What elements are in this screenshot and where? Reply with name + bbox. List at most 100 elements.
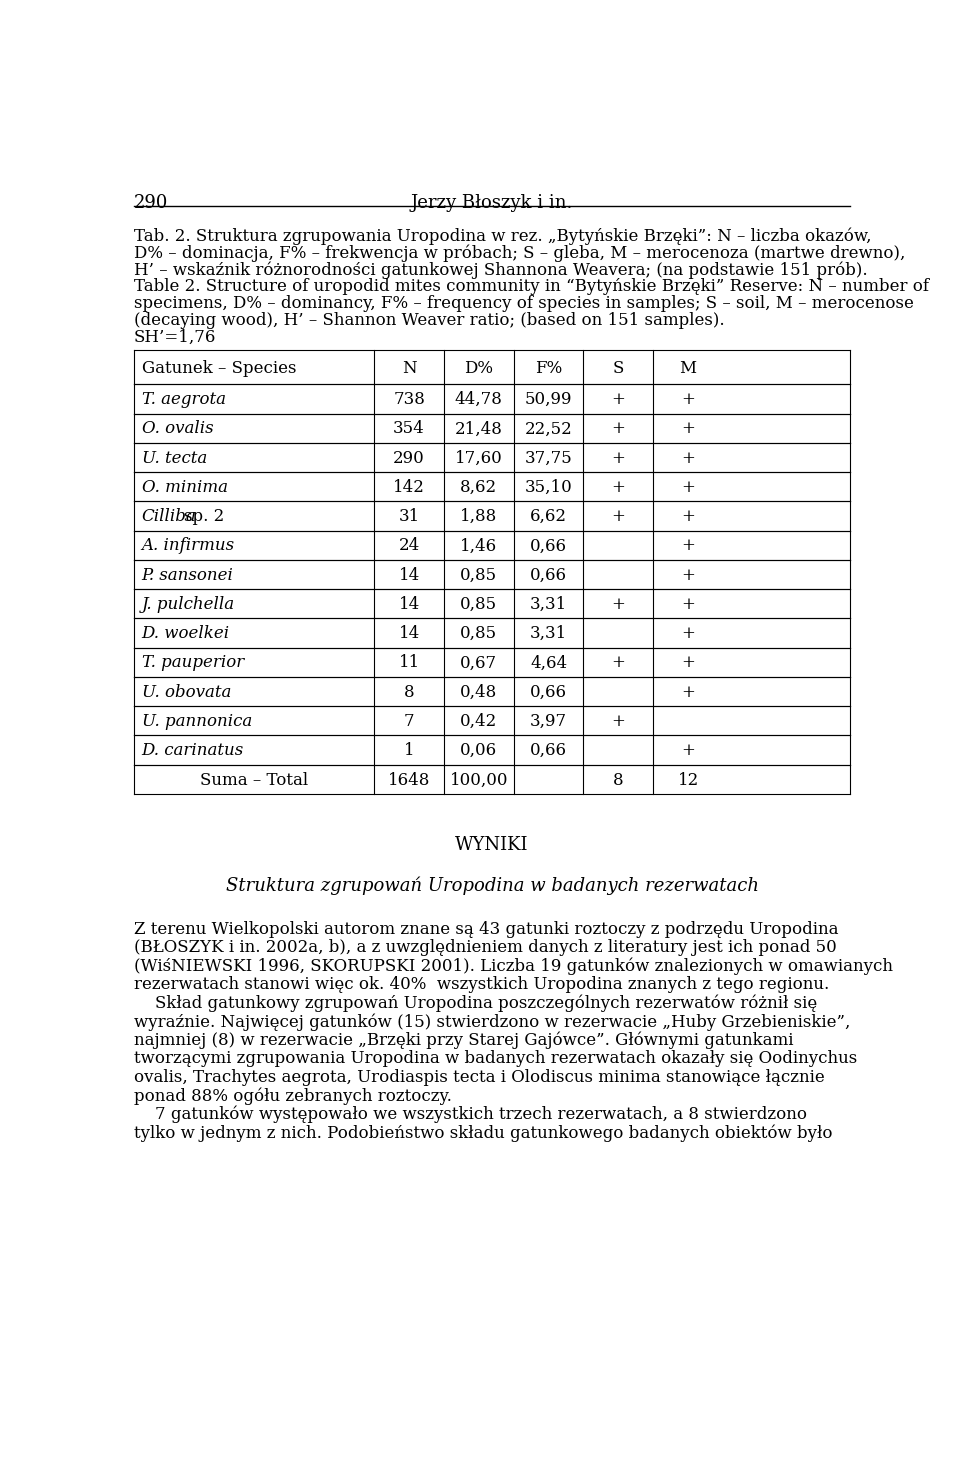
Text: wyraźnie. Najwięcej gatunków (15) stwierdzono w rezerwacie „Huby Grzebieniskie”,: wyraźnie. Najwięcej gatunków (15) stwier…: [134, 1014, 851, 1030]
Text: +: +: [682, 450, 695, 466]
Text: 12: 12: [678, 772, 699, 788]
Text: tylko w jednym z nich. Podobieństwo składu gatunkowego badanych obiektów było: tylko w jednym z nich. Podobieństwo skła…: [134, 1125, 832, 1142]
Text: Skład gatunkowy zgrupowań Uropodina poszczególnych rezerwatów różnił się: Skład gatunkowy zgrupowań Uropodina posz…: [134, 995, 817, 1013]
Text: 1: 1: [404, 742, 415, 759]
Text: D. woelkei: D. woelkei: [142, 626, 229, 642]
Text: +: +: [612, 713, 625, 731]
Text: F%: F%: [535, 360, 563, 376]
Text: Table 2. Structure of uropodid mites community in “Bytyńskie Brzęki” Reserve: N : Table 2. Structure of uropodid mites com…: [134, 277, 929, 295]
Text: +: +: [612, 391, 625, 409]
Text: rezerwatach stanowi więc ok. 40%  wszystkich Uropodina znanych z tego regionu.: rezerwatach stanowi więc ok. 40% wszystk…: [134, 977, 829, 993]
Text: +: +: [612, 450, 625, 466]
Text: 354: 354: [394, 421, 425, 437]
Text: +: +: [682, 596, 695, 613]
Text: T. aegrota: T. aegrota: [142, 391, 226, 409]
Text: 7: 7: [404, 713, 415, 731]
Text: 14: 14: [398, 626, 420, 642]
Text: 290: 290: [394, 450, 425, 466]
Text: 100,00: 100,00: [449, 772, 508, 788]
Text: +: +: [682, 742, 695, 759]
Text: +: +: [682, 508, 695, 525]
Text: Suma – Total: Suma – Total: [200, 772, 308, 788]
Text: 3,97: 3,97: [530, 713, 567, 731]
Text: J. pulchella: J. pulchella: [142, 596, 235, 613]
Text: specimens, D% – dominancy, F% – frequency of species in samples; S – soil, M – m: specimens, D% – dominancy, F% – frequenc…: [134, 295, 914, 311]
Text: O. ovalis: O. ovalis: [142, 421, 213, 437]
Text: +: +: [612, 596, 625, 613]
Text: Gatunek – Species: Gatunek – Species: [142, 360, 297, 376]
Text: SH’=1,76: SH’=1,76: [134, 329, 216, 345]
Text: +: +: [682, 626, 695, 642]
Text: sp. 2: sp. 2: [183, 508, 224, 525]
Text: T. pauperior: T. pauperior: [142, 654, 244, 672]
Text: 738: 738: [394, 391, 425, 409]
Text: 6,62: 6,62: [530, 508, 567, 525]
Text: 1648: 1648: [388, 772, 430, 788]
Text: (decaying wood), H’ – Shannon Weaver ratio; (based on 151 samples).: (decaying wood), H’ – Shannon Weaver rat…: [134, 311, 725, 329]
Text: +: +: [612, 478, 625, 496]
Text: U. obovata: U. obovata: [142, 683, 231, 701]
Text: 0,66: 0,66: [530, 537, 567, 555]
Text: +: +: [682, 654, 695, 672]
Text: 1,46: 1,46: [460, 537, 497, 555]
Text: +: +: [612, 654, 625, 672]
Text: 3,31: 3,31: [530, 596, 567, 613]
Text: H’ – wskaźnik różnorodności gatunkowej Shannona Weavera; (na podstawie 151 prób): H’ – wskaźnik różnorodności gatunkowej S…: [134, 261, 868, 279]
Text: 0,42: 0,42: [460, 713, 497, 731]
Text: 24: 24: [398, 537, 420, 555]
Text: D%: D%: [465, 360, 493, 376]
Text: 8,62: 8,62: [460, 478, 497, 496]
Text: ponad 88% ogółu zebranych roztoczy.: ponad 88% ogółu zebranych roztoczy.: [134, 1088, 452, 1104]
Text: 290: 290: [134, 193, 168, 213]
Text: U. pannonica: U. pannonica: [142, 713, 252, 731]
Text: 0,85: 0,85: [460, 626, 497, 642]
Text: 7 gatunków występowało we wszystkich trzech rezerwatach, a 8 stwierdzono: 7 gatunków występowało we wszystkich trz…: [134, 1106, 807, 1123]
Text: Jerzy Błoszyk i in.: Jerzy Błoszyk i in.: [411, 193, 573, 213]
Text: M: M: [680, 360, 697, 376]
Text: +: +: [612, 421, 625, 437]
Text: D. carinatus: D. carinatus: [142, 742, 244, 759]
Text: U. tecta: U. tecta: [142, 450, 207, 466]
Text: 22,52: 22,52: [525, 421, 572, 437]
Text: 8: 8: [404, 683, 415, 701]
Text: 4,64: 4,64: [530, 654, 567, 672]
Text: 0,06: 0,06: [460, 742, 497, 759]
Text: 44,78: 44,78: [455, 391, 503, 409]
Text: +: +: [682, 683, 695, 701]
Text: najmniej (8) w rezerwacie „Brzęki przy Starej Gajówce”. Głównymi gatunkami: najmniej (8) w rezerwacie „Brzęki przy S…: [134, 1032, 794, 1049]
Text: 35,10: 35,10: [525, 478, 572, 496]
Text: 0,67: 0,67: [460, 654, 497, 672]
Text: 17,60: 17,60: [455, 450, 503, 466]
Text: +: +: [682, 537, 695, 555]
Text: 50,99: 50,99: [525, 391, 572, 409]
Text: 31: 31: [398, 508, 420, 525]
Text: tworzącymi zgrupowania Uropodina w badanych rezerwatach okazały się Oodinychus: tworzącymi zgrupowania Uropodina w badan…: [134, 1051, 857, 1067]
Text: Tab. 2. Struktura zgrupowania Uropodina w rez. „Bytyńskie Brzęki”: N – liczba ok: Tab. 2. Struktura zgrupowania Uropodina …: [134, 227, 872, 245]
Text: Z terenu Wielkopolski autorom znane są 43 gatunki roztoczy z podrzędu Uropodina: Z terenu Wielkopolski autorom znane są 4…: [134, 921, 838, 937]
Text: D% – dominacja, F% – frekwencja w próbach; S – gleba, M – merocenoza (martwe dre: D% – dominacja, F% – frekwencja w próbac…: [134, 244, 905, 261]
Text: +: +: [682, 391, 695, 409]
Text: 14: 14: [398, 567, 420, 583]
Text: 8: 8: [613, 772, 624, 788]
Text: 142: 142: [394, 478, 425, 496]
Text: +: +: [682, 567, 695, 583]
Text: S: S: [612, 360, 624, 376]
Text: +: +: [682, 421, 695, 437]
Text: 21,48: 21,48: [455, 421, 503, 437]
Text: +: +: [612, 508, 625, 525]
Text: O. minima: O. minima: [142, 478, 228, 496]
Text: 0,66: 0,66: [530, 683, 567, 701]
Text: (WiśNIEWSKI 1996, SKORUPSKI 2001). Liczba 19 gatunków znalezionych w omawianych: (WiśNIEWSKI 1996, SKORUPSKI 2001). Liczb…: [134, 958, 893, 976]
Text: 0,48: 0,48: [460, 683, 497, 701]
Text: 1,88: 1,88: [460, 508, 497, 525]
Text: Cilliba: Cilliba: [142, 508, 197, 525]
Text: ovalis, Trachytes aegrota, Urodiaspis tecta i Olodiscus minima stanowiące łączni: ovalis, Trachytes aegrota, Urodiaspis te…: [134, 1069, 825, 1086]
Text: A. infirmus: A. infirmus: [142, 537, 235, 555]
Text: N: N: [402, 360, 417, 376]
Text: 3,31: 3,31: [530, 626, 567, 642]
Text: P. sansonei: P. sansonei: [142, 567, 233, 583]
Text: WYNIKI: WYNIKI: [455, 837, 529, 855]
Text: 0,85: 0,85: [460, 567, 497, 583]
Text: 14: 14: [398, 596, 420, 613]
Text: (BŁOSZYK i in. 2002a, b), a z uwzględnieniem danych z literatury jest ich ponad : (BŁOSZYK i in. 2002a, b), a z uwzględnie…: [134, 939, 837, 956]
